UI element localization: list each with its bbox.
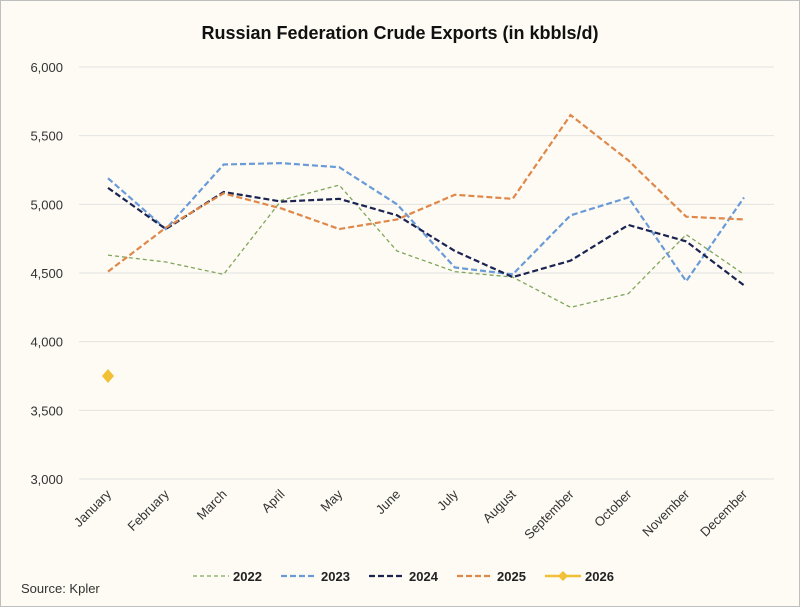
legend-label-2026: 2026 — [585, 569, 614, 584]
x-tick-label: May — [317, 486, 345, 514]
x-tick-label: November — [639, 486, 692, 539]
legend-label-2024: 2024 — [409, 569, 439, 584]
series-line-2025 — [107, 113, 745, 273]
y-tick-label: 3,000 — [30, 472, 63, 487]
x-tick-label: October — [591, 486, 635, 530]
source-note: Source: Kpler — [21, 581, 100, 596]
legend-label-2025: 2025 — [497, 569, 526, 584]
legend-marker-2026 — [558, 571, 568, 581]
y-tick-label: 5,500 — [30, 129, 63, 144]
x-tick-label: June — [373, 487, 404, 518]
legend-label-2022: 2022 — [233, 569, 262, 584]
x-tick-label: July — [434, 486, 461, 513]
series-line-2023 — [107, 162, 745, 284]
x-tick-label: March — [194, 487, 230, 523]
y-tick-label: 6,000 — [30, 60, 63, 75]
x-tick-label: January — [71, 486, 115, 530]
y-tick-label: 4,500 — [30, 266, 63, 281]
legend-label-2023: 2023 — [321, 569, 350, 584]
y-tick-label: 3,500 — [30, 403, 63, 418]
y-tick-label: 4,000 — [30, 335, 63, 350]
chart-title: Russian Federation Crude Exports (in kbb… — [201, 23, 599, 43]
x-tick-label: September — [521, 486, 577, 542]
series-marker-2026 — [102, 369, 114, 383]
series-line-2022 — [107, 184, 745, 309]
y-tick-label: 5,000 — [30, 197, 63, 212]
x-tick-label: December — [697, 486, 750, 539]
x-tick-label: August — [480, 486, 519, 525]
x-tick-label: April — [259, 486, 288, 515]
x-tick-label: February — [125, 486, 173, 534]
